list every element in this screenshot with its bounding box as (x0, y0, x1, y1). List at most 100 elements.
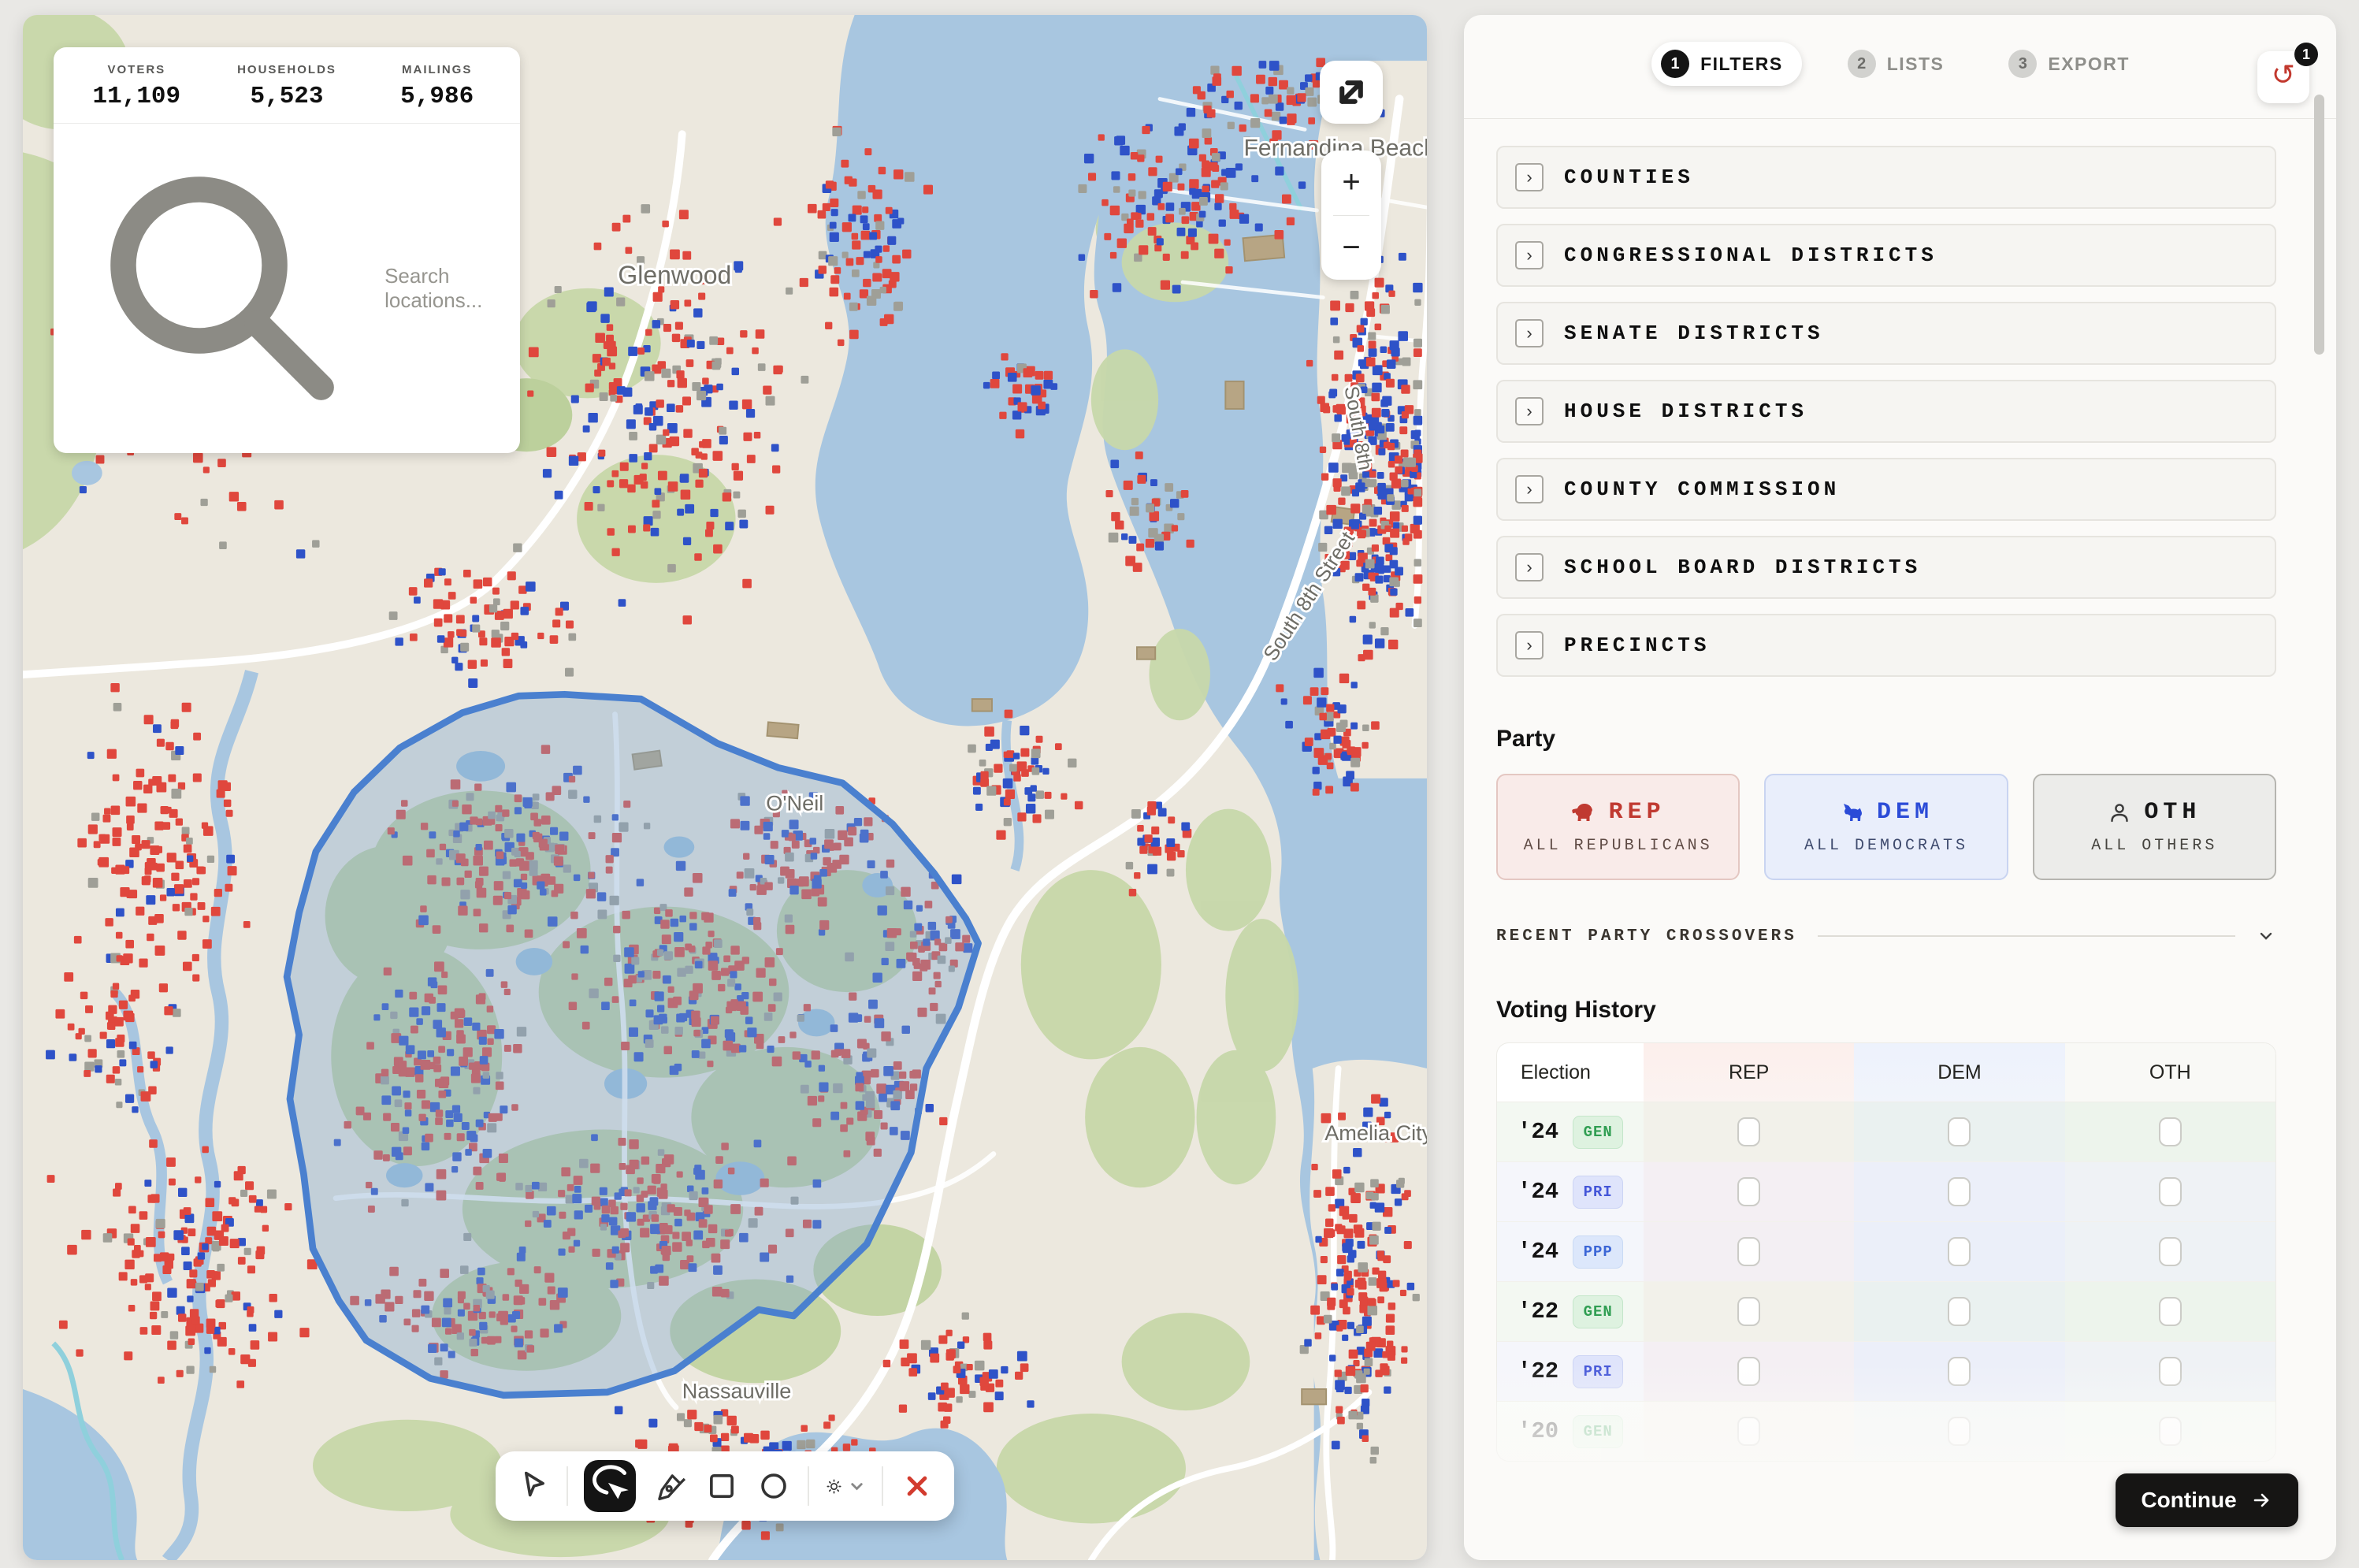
accordion-counties[interactable]: › COUNTIES (1496, 146, 2276, 209)
party-code: DEM (1876, 799, 1934, 826)
vote-checkbox-oth[interactable] (2158, 1237, 2182, 1266)
map-label: Amelia City (1324, 1120, 1427, 1145)
election-year: '20 (1518, 1418, 1559, 1444)
chevron-right-icon: › (1515, 553, 1544, 581)
accordion-congressional-districts[interactable]: › CONGRESSIONAL DISTRICTS (1496, 224, 2276, 287)
vote-checkbox-oth[interactable] (2158, 1117, 2182, 1146)
stat-label: VOTERS (107, 63, 166, 76)
vote-checkbox-oth[interactable] (2158, 1417, 2182, 1446)
party-title-row: REP (1571, 799, 1666, 826)
map-panel[interactable]: Glenwood Fernandina Beach O'Neil Nassauvill… (23, 15, 1427, 1560)
party-oth-button[interactable]: OTH ALL OTHERS (2032, 774, 2276, 880)
vote-checkbox-oth[interactable] (2158, 1177, 2182, 1206)
pen-tool-button[interactable] (652, 1468, 688, 1504)
pointer-tool-button[interactable] (515, 1468, 551, 1504)
map-cyan-streams (51, 75, 1304, 1560)
vote-cell-dem (1854, 1342, 2065, 1401)
circle-tool-button[interactable] (756, 1468, 792, 1504)
vote-cell-dem (1854, 1222, 2065, 1281)
crossovers-line (1817, 935, 2235, 937)
vote-checkbox-oth[interactable] (2158, 1297, 2182, 1326)
stat-label: HOUSEHOLDS (237, 63, 336, 76)
tab-label: LISTS (1886, 53, 1945, 74)
zoom-in-button[interactable]: + (1342, 165, 1361, 200)
accordion-house-districts[interactable]: › HOUSE DISTRICTS (1496, 380, 2276, 443)
col-header-dem: DEM (1854, 1043, 2065, 1102)
vote-checkbox-dem[interactable] (1948, 1357, 1971, 1386)
party-title-row: DEM (1839, 799, 1934, 826)
clear-selection-button[interactable] (899, 1468, 935, 1504)
toolbar-divider (567, 1466, 568, 1506)
tab-lists[interactable]: 2 LISTS (1838, 42, 1963, 86)
close-icon (907, 1476, 927, 1496)
continue-button[interactable]: Continue (2116, 1473, 2298, 1527)
step-number: 2 (1847, 50, 1876, 78)
election-cell: '22 PRI (1497, 1342, 1644, 1401)
stat-households: HOUSEHOLDS 5,523 (212, 63, 362, 110)
panel-scrollbar[interactable] (2314, 95, 2324, 355)
stat-value: 5,523 (250, 83, 324, 110)
map-marsh-islands (1090, 222, 1299, 1185)
vote-checkbox-rep[interactable] (1737, 1357, 1761, 1386)
vote-checkbox-dem[interactable] (1948, 1117, 1971, 1146)
search-bar[interactable]: Search locations... (54, 123, 520, 453)
accordion-senate-districts[interactable]: › SENATE DISTRICTS (1496, 302, 2276, 365)
election-cell: '20 GEN (1497, 1402, 1644, 1461)
party-sublabel: ALL OTHERS (2091, 837, 2218, 855)
zoom-out-button[interactable]: − (1342, 229, 1361, 265)
map-label: Nassauville (682, 1379, 792, 1403)
crossovers-toggle[interactable]: RECENT PARTY CROSSOVERS (1496, 926, 2276, 946)
panel-divider (1464, 118, 2336, 119)
vote-cell-rep (1644, 1102, 1855, 1161)
accordion-county-commission[interactable]: › COUNTY COMMISSION (1496, 458, 2276, 521)
vote-cell-rep (1644, 1342, 1855, 1401)
chevron-down-icon (2260, 932, 2272, 940)
accordion-school-board-districts[interactable]: › SCHOOL BOARD DISTRICTS (1496, 536, 2276, 599)
tab-export[interactable]: 3 EXPORT (1999, 42, 2149, 86)
undo-count-badge: 1 (2294, 43, 2318, 66)
voting-row: '24 PPP (1497, 1222, 2275, 1282)
tab-filters[interactable]: 1 FILTERS (1651, 42, 1802, 86)
undo-button[interactable]: ↺ 1 (2257, 43, 2318, 103)
toolbar-divider (808, 1466, 809, 1506)
vote-checkbox-oth[interactable] (2158, 1357, 2182, 1386)
map-ponds (385, 750, 893, 1195)
zoom-controls: + − (1321, 150, 1381, 280)
lasso-selection[interactable] (283, 690, 982, 1399)
vote-checkbox-rep[interactable] (1737, 1237, 1761, 1266)
vote-checkbox-dem[interactable] (1948, 1297, 1971, 1326)
stat-mailings: MAILINGS 5,986 (362, 63, 512, 110)
lasso-tool-button[interactable] (584, 1460, 636, 1512)
stat-voters: VOTERS 11,109 (61, 63, 212, 110)
party-options: REP ALL REPUBLICANS DEM ALL DEMOCRATS OTH ALL… (1496, 774, 2276, 880)
vote-checkbox-dem[interactable] (1948, 1177, 1971, 1206)
vote-cell-rep (1644, 1282, 1855, 1341)
vote-checkbox-dem[interactable] (1948, 1237, 1971, 1266)
col-header-rep: REP (1644, 1043, 1855, 1102)
party-heading: Party (1496, 726, 1556, 752)
vote-checkbox-rep[interactable] (1737, 1417, 1761, 1446)
election-type-badge: PRI (1573, 1354, 1624, 1388)
fullscreen-button[interactable] (1320, 61, 1383, 124)
chevron-right-icon: › (1515, 631, 1544, 660)
vote-checkbox-rep[interactable] (1737, 1177, 1761, 1206)
accordion-precincts[interactable]: › PRECINCTS (1496, 614, 2276, 677)
accordion-label: HOUSE DISTRICTS (1564, 399, 1808, 423)
vote-checkbox-rep[interactable] (1737, 1297, 1761, 1326)
vote-cell-rep (1644, 1402, 1854, 1461)
party-rep-button[interactable]: REP ALL REPUBLICANS (1496, 774, 1740, 880)
vote-checkbox-rep[interactable] (1737, 1117, 1761, 1146)
election-type-badge: GEN (1573, 1295, 1624, 1328)
search-input[interactable]: Search locations... (384, 264, 483, 313)
party-dem-button[interactable]: DEM ALL DEMOCRATS (1764, 774, 2008, 880)
vote-checkbox-dem[interactable] (1948, 1417, 1971, 1446)
step-tabs: 1 FILTERS 2 LISTS 3 EXPORT (1464, 42, 2336, 86)
map-style-button[interactable] (825, 1477, 866, 1496)
rectangle-tool-button[interactable] (704, 1468, 740, 1504)
lasso-cursor-icon (593, 1465, 629, 1499)
vote-cell-rep (1644, 1162, 1855, 1221)
map-label: O'Neil (766, 791, 823, 816)
chevron-right-icon: › (1515, 241, 1544, 269)
vote-cell-oth (2064, 1102, 2275, 1161)
